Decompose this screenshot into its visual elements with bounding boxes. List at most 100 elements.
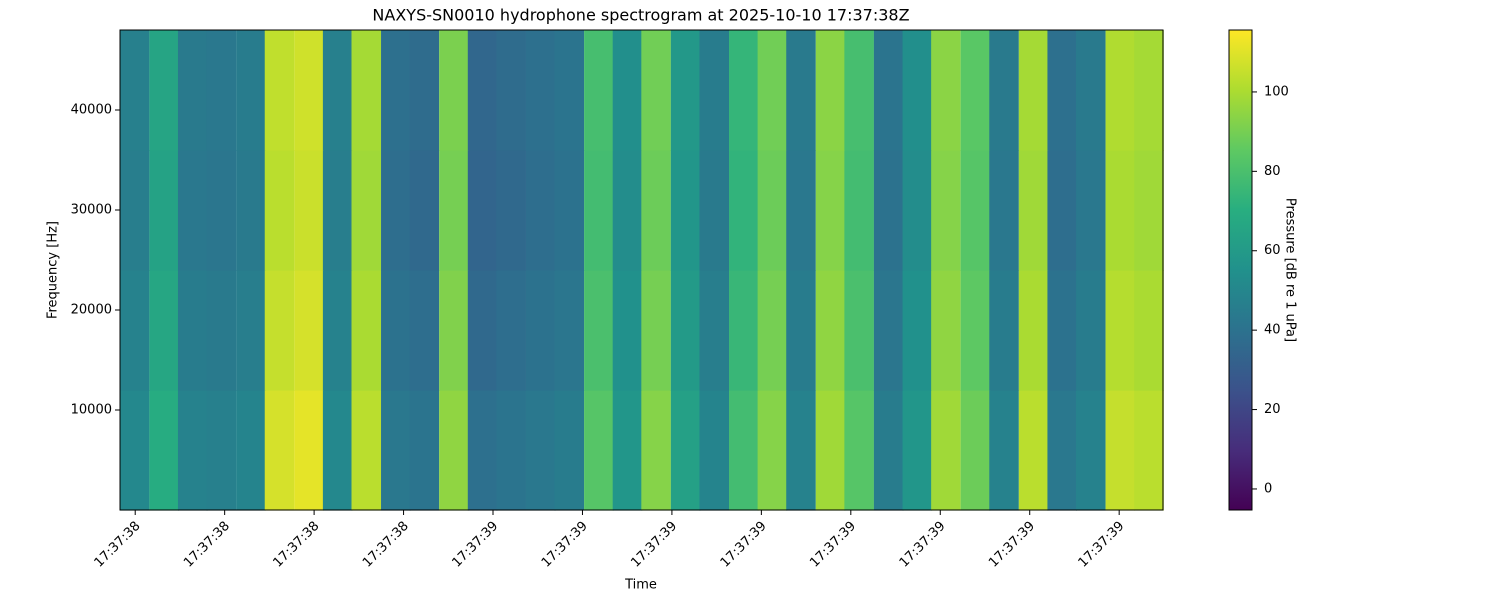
heatmap-cell xyxy=(381,270,411,391)
heatmap-cell xyxy=(699,270,730,391)
heatmap-cell xyxy=(409,30,440,151)
heatmap-cell xyxy=(612,390,643,511)
x-tick-label: 17:37:39 xyxy=(449,519,501,571)
heatmap-cell xyxy=(699,150,730,271)
heatmap-cell xyxy=(206,30,237,151)
heatmap-cell xyxy=(584,270,614,391)
heatmap-cell xyxy=(1018,390,1049,511)
colorbar-tick-label: 40 xyxy=(1264,323,1281,338)
heatmap-cell xyxy=(1018,270,1049,391)
heatmap-cell xyxy=(496,150,526,271)
colorbar-tick-label: 0 xyxy=(1264,481,1272,496)
heatmap-cell xyxy=(264,150,295,271)
heatmap-cell xyxy=(496,270,526,391)
heatmap-cell xyxy=(1047,270,1078,391)
heatmap-cell xyxy=(1018,150,1049,271)
heatmap-cell xyxy=(1105,150,1136,271)
heatmap-cell xyxy=(902,270,933,391)
heatmap-cell xyxy=(467,150,498,271)
x-tick-label: 17:37:39 xyxy=(807,519,859,571)
x-tick-label: 17:37:39 xyxy=(718,519,770,571)
heatmap-cell xyxy=(728,150,759,271)
heatmap-cell xyxy=(670,270,701,391)
heatmap-cell xyxy=(236,270,266,391)
colorbar-label: Pressure [dB re 1 uPa] xyxy=(1283,198,1298,342)
heatmap-cell xyxy=(351,30,382,151)
heatmap-cell xyxy=(960,150,991,271)
heatmap-cell xyxy=(1047,390,1078,511)
heatmap-cell xyxy=(699,390,730,511)
heatmap-cell xyxy=(322,30,353,151)
heatmap-cell xyxy=(873,30,904,151)
heatmap-cell xyxy=(177,150,208,271)
heatmap-cell xyxy=(757,390,788,511)
heatmap-cell xyxy=(119,270,150,391)
heatmap-cell xyxy=(1134,30,1164,151)
heatmap-cell xyxy=(670,150,701,271)
heatmap-cell xyxy=(439,30,469,151)
heatmap-cell xyxy=(931,30,961,151)
heatmap-cell xyxy=(381,30,411,151)
chart-title: NAXYS-SN0010 hydrophone spectrogram at 2… xyxy=(372,6,909,25)
heatmap-cell xyxy=(873,390,904,511)
heatmap-cell xyxy=(294,390,324,511)
heatmap xyxy=(119,30,1164,511)
colorbar-tick-label: 20 xyxy=(1264,402,1281,417)
heatmap-cell xyxy=(989,30,1019,151)
heatmap-cell xyxy=(1105,270,1136,391)
heatmap-cell xyxy=(641,30,671,151)
heatmap-cell xyxy=(989,270,1019,391)
heatmap-cell xyxy=(931,390,961,511)
heatmap-cell xyxy=(264,270,295,391)
heatmap-cell xyxy=(641,390,671,511)
heatmap-cell xyxy=(612,270,643,391)
plot-frame xyxy=(119,29,1164,511)
heatmap-cell xyxy=(902,390,933,511)
heatmap-cell xyxy=(264,390,295,511)
heatmap-cell xyxy=(873,150,904,271)
x-tick-label: 17:37:38 xyxy=(92,519,144,571)
heatmap-cell xyxy=(381,150,411,271)
heatmap-cell xyxy=(525,30,556,151)
heatmap-cell xyxy=(989,150,1019,271)
heatmap-cell xyxy=(873,270,904,391)
heatmap-cell xyxy=(960,30,991,151)
heatmap-cell xyxy=(177,270,208,391)
heatmap-cell xyxy=(960,390,991,511)
heatmap-cell xyxy=(294,150,324,271)
heatmap-cell xyxy=(1076,390,1106,511)
heatmap-cell xyxy=(264,30,295,151)
heatmap-cell xyxy=(612,150,643,271)
x-tick-label: 17:37:38 xyxy=(181,519,233,571)
heatmap-cell xyxy=(119,30,150,151)
heatmap-cell xyxy=(902,30,933,151)
heatmap-cell xyxy=(554,150,585,271)
heatmap-cell xyxy=(206,150,237,271)
heatmap-cell xyxy=(1047,30,1078,151)
heatmap-cell xyxy=(989,390,1019,511)
heatmap-cell xyxy=(119,150,150,271)
heatmap-cell xyxy=(1134,390,1164,511)
heatmap-cell xyxy=(177,30,208,151)
heatmap-cell xyxy=(1105,390,1136,511)
heatmap-cell xyxy=(467,390,498,511)
heatmap-cell xyxy=(815,270,846,391)
heatmap-cell xyxy=(728,390,759,511)
heatmap-cell xyxy=(786,150,816,271)
heatmap-cell xyxy=(525,150,556,271)
heatmap-cell xyxy=(815,150,846,271)
heatmap-cell xyxy=(467,270,498,391)
heatmap-cell xyxy=(786,390,816,511)
heatmap-cell xyxy=(439,150,469,271)
heatmap-cell xyxy=(844,150,874,271)
colorbar xyxy=(1228,29,1253,511)
heatmap-cell xyxy=(496,390,526,511)
heatmap-cell xyxy=(641,270,671,391)
heatmap-cell xyxy=(554,270,585,391)
x-tick-label: 17:37:38 xyxy=(271,519,323,571)
heatmap-cell xyxy=(322,390,353,511)
heatmap-cell xyxy=(902,150,933,271)
heatmap-cell xyxy=(757,30,788,151)
heatmap-cell xyxy=(1076,150,1106,271)
